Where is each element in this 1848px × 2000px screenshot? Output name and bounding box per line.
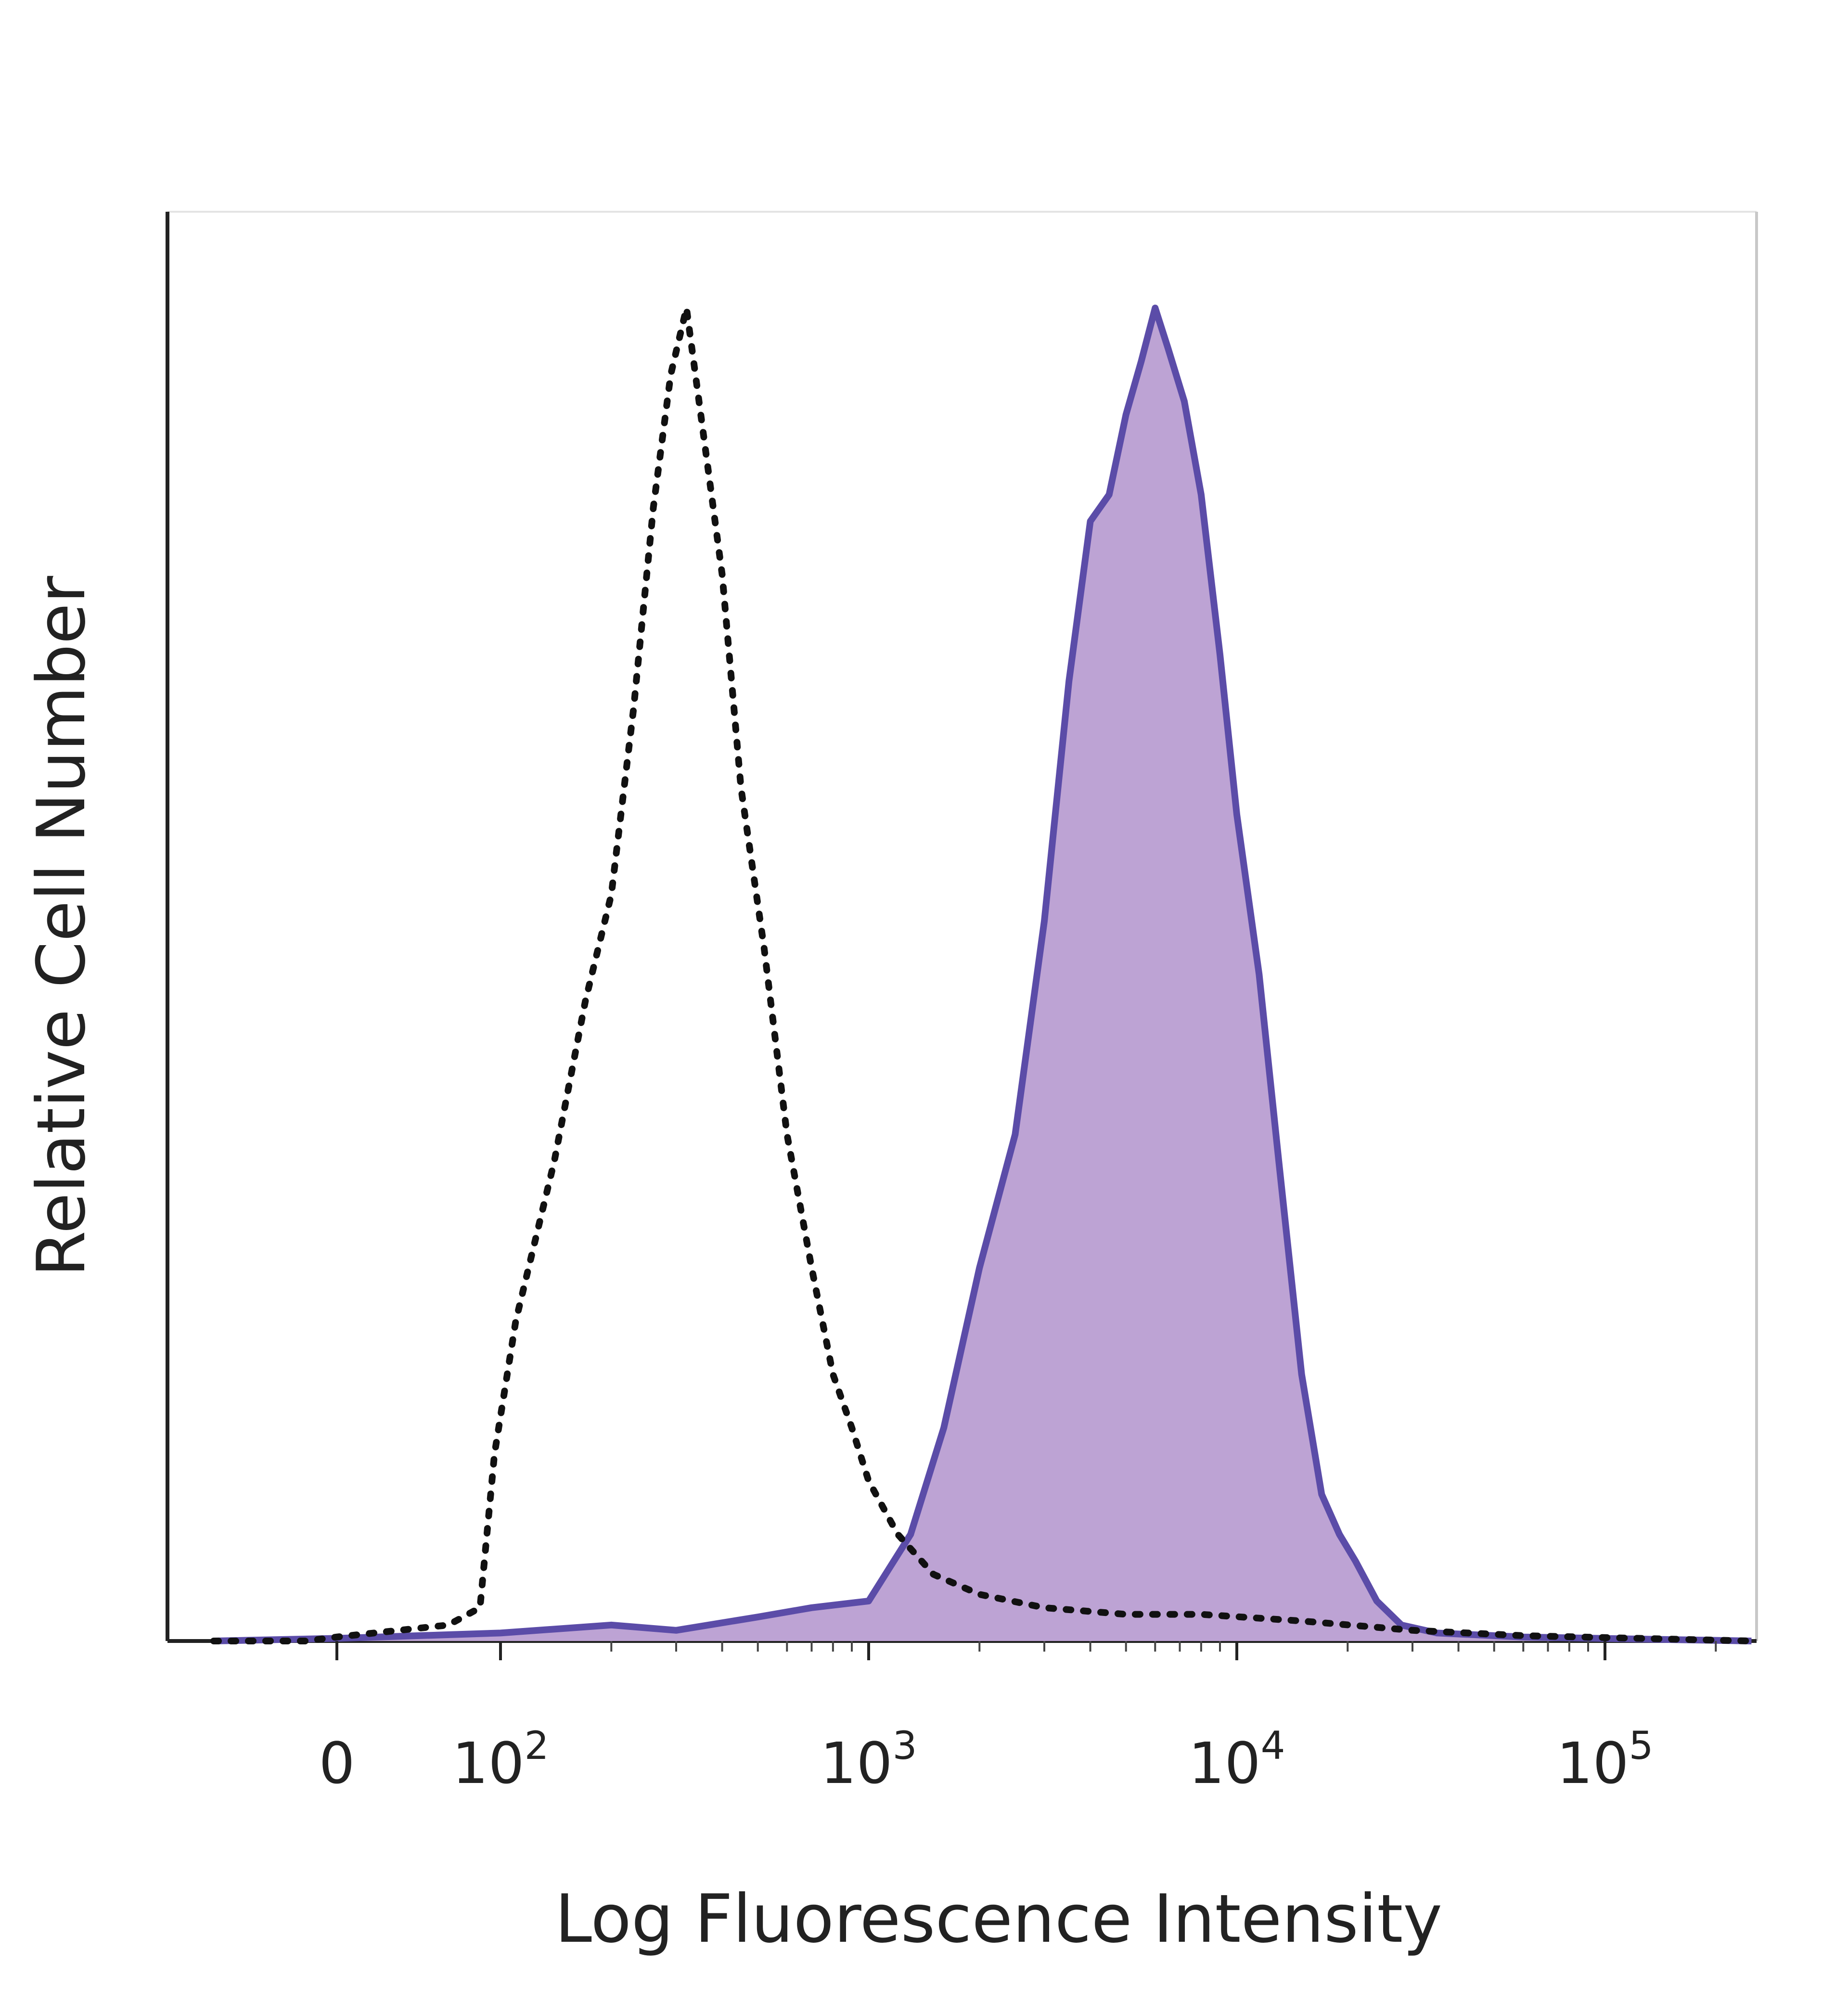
y-axis-title: Relative Cell Number	[23, 576, 100, 1277]
x-axis-title: Log Fluorescence Intensity	[555, 1880, 1442, 1958]
x-ticks: 0 102 103 104 105	[319, 1641, 1717, 1796]
x-tick-label: 103	[820, 1723, 917, 1796]
x-tick-label: 102	[452, 1723, 549, 1796]
series-layer	[210, 305, 1755, 1644]
x-tick-label: 104	[1188, 1723, 1285, 1796]
x-tick-label: 0	[319, 1730, 355, 1796]
x-tick-label: 105	[1556, 1723, 1653, 1796]
filled-histogram-area	[214, 308, 1752, 1641]
filled-histogram-outline	[213, 305, 1752, 1644]
control-histogram-dotted-line	[210, 305, 1755, 1644]
